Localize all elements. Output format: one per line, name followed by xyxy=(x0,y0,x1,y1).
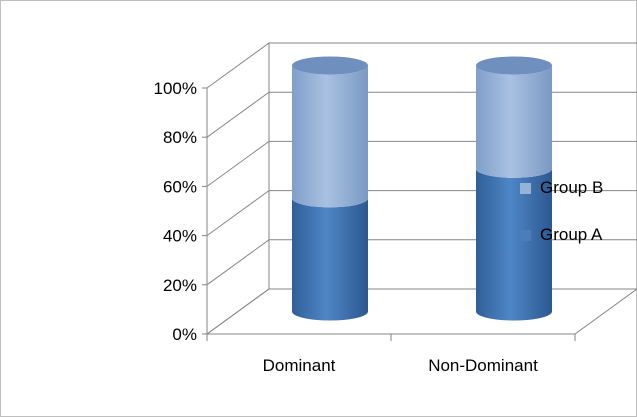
legend-swatch xyxy=(520,183,531,194)
legend-label: Group A xyxy=(540,225,603,244)
cylinder-dominant xyxy=(292,56,368,321)
y-tick-label: 20% xyxy=(163,276,197,295)
gridline xyxy=(206,91,637,138)
y-tick-label: 100% xyxy=(154,79,197,98)
cylinder-top-cap xyxy=(476,56,552,75)
cylinder-top-cap xyxy=(292,56,368,75)
y-tick-label: 80% xyxy=(163,128,197,147)
y-tick-label: 40% xyxy=(163,227,197,246)
chart-floor xyxy=(205,288,637,335)
x-category-label: Dominant xyxy=(263,356,336,375)
legend-swatch xyxy=(520,230,531,241)
bars xyxy=(292,56,552,321)
x-category-label: Non-Dominant xyxy=(428,356,538,375)
gridline xyxy=(206,42,637,89)
axis-labels: 0% 20% 40% 60% 80% 100% Dominant Non-Dominant xyxy=(154,79,539,375)
cylinder-non-dominant xyxy=(476,56,552,321)
gridline xyxy=(206,239,637,286)
y-tick-label: 0% xyxy=(172,325,197,344)
bar-segment-group-b xyxy=(292,65,368,208)
axes xyxy=(202,43,576,341)
bar-segment-group-b xyxy=(476,65,552,178)
y-tick-label: 60% xyxy=(163,177,197,196)
bar-segment-group-a xyxy=(476,168,552,321)
bar-segment-group-a xyxy=(292,198,368,321)
legend: Group B Group A xyxy=(520,178,603,244)
gridline xyxy=(206,288,637,335)
legend-label: Group B xyxy=(540,178,603,197)
